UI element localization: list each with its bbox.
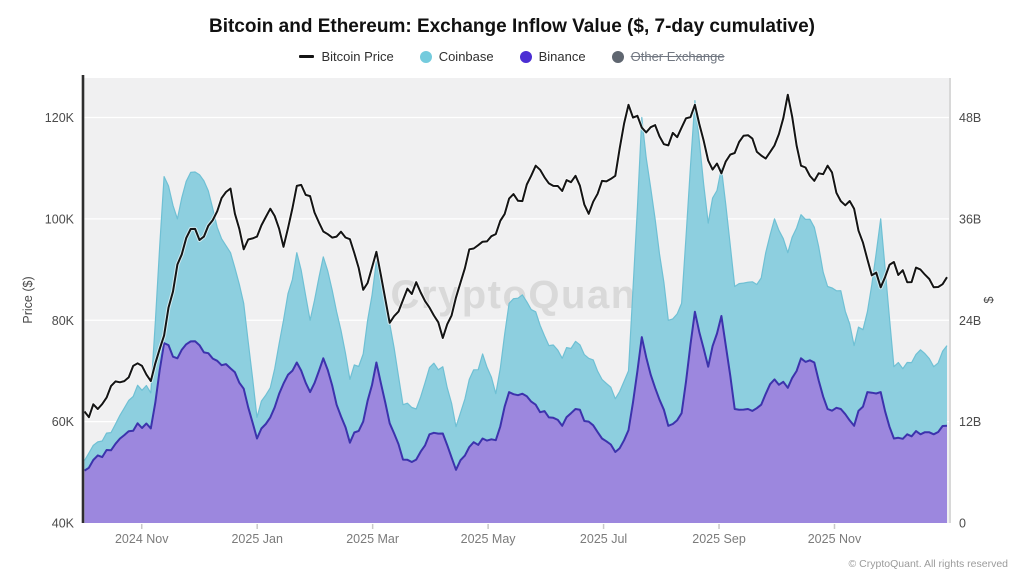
legend-label: Other Exchange [630, 49, 725, 64]
left-axis-title: Price ($) [21, 276, 35, 324]
svg-text:24B: 24B [959, 314, 981, 328]
svg-text:0: 0 [959, 517, 966, 531]
svg-text:2025 May: 2025 May [461, 532, 517, 546]
dot-swatch-icon [419, 50, 432, 63]
svg-text:2024 Nov: 2024 Nov [115, 532, 169, 546]
legend-item-bitcoin-price[interactable]: Bitcoin Price [299, 49, 394, 64]
dot-swatch-icon [519, 50, 532, 63]
svg-text:100K: 100K [45, 212, 75, 226]
copyright-note: © CryptoQuant. All rights reserved [848, 558, 1008, 570]
svg-text:2025 Nov: 2025 Nov [808, 532, 862, 546]
legend-label: Coinbase [438, 49, 494, 64]
chart-title: Bitcoin and Ethereum: Exchange Inflow Va… [208, 16, 816, 37]
svg-text:2025 Mar: 2025 Mar [346, 532, 399, 546]
right-axis-title: $ [982, 296, 996, 304]
legend-item-binance[interactable]: Binance [519, 49, 586, 64]
dot-swatch-icon [611, 50, 624, 63]
svg-text:2025 Sep: 2025 Sep [692, 532, 746, 546]
svg-text:60K: 60K [52, 415, 75, 429]
svg-text:120K: 120K [45, 111, 75, 125]
line-swatch-icon [299, 55, 315, 58]
svg-text:40K: 40K [52, 517, 75, 531]
legend-label: Binance [538, 49, 586, 64]
svg-text:80K: 80K [52, 314, 75, 328]
chart-legend: Bitcoin Price Coinbase Binance Other Exc… [0, 49, 1024, 64]
legend-item-coinbase[interactable]: Coinbase [419, 49, 494, 64]
legend-item-other-exchange[interactable]: Other Exchange [611, 49, 725, 64]
svg-text:48B: 48B [959, 111, 981, 125]
svg-text:12B: 12B [959, 415, 981, 429]
legend-label: Bitcoin Price [321, 49, 394, 64]
svg-text:2025 Jul: 2025 Jul [580, 532, 627, 546]
svg-text:2025 Jan: 2025 Jan [231, 532, 282, 546]
svg-text:36B: 36B [959, 212, 981, 226]
